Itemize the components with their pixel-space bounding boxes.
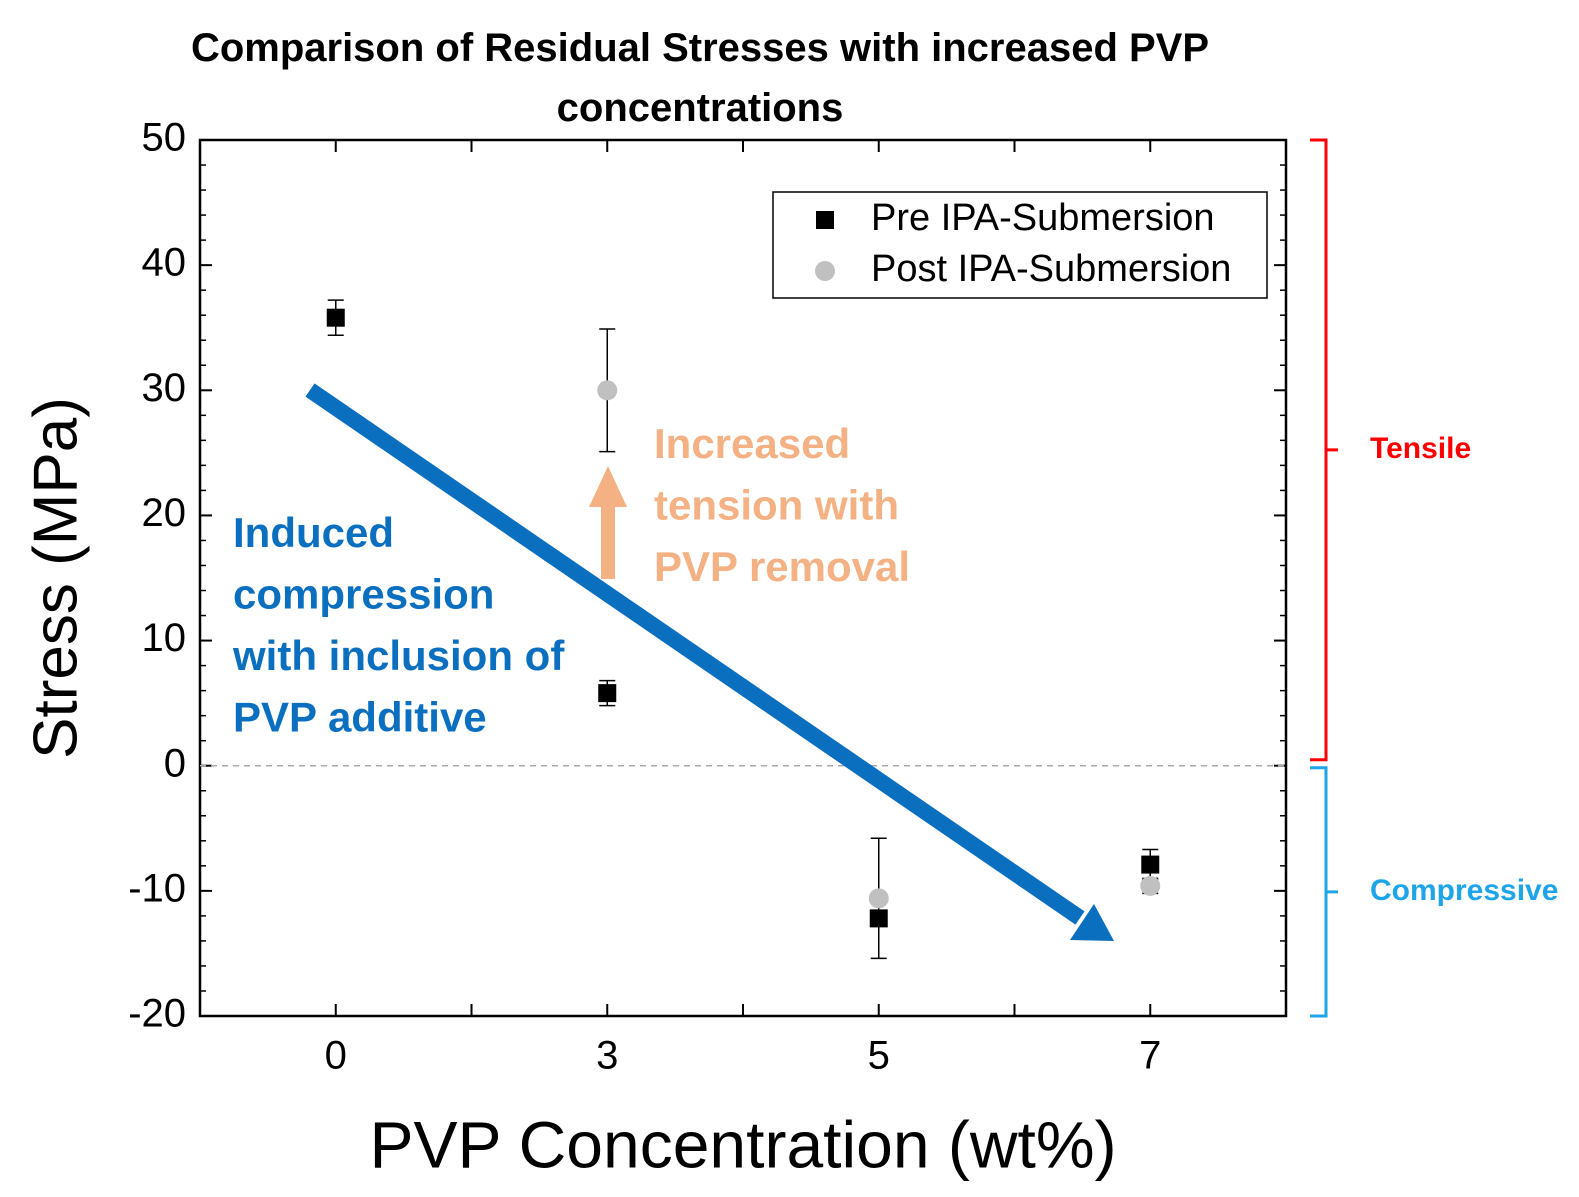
chart-title: Comparison of Residual Stresses with inc… [190,26,1210,130]
annotation-text: PVP removal [654,543,910,590]
legend-label: Post IPA-Submersion [871,248,1231,290]
data-point [1141,855,1160,874]
annotation-text: with inclusion of [232,632,565,679]
annotation-text: Increased [654,420,850,467]
y-tick-label: 20 [142,491,187,535]
annotation-text: tension with [654,482,899,529]
y-axis-label: Stress (MPa) [21,397,90,759]
y-tick-label: 0 [164,741,186,785]
data-point [1140,875,1161,896]
data-point [597,380,618,401]
y-tick-label: 10 [142,616,187,660]
region-label: Compressive [1370,874,1558,907]
legend-label: Pre IPA-Submersion [871,197,1215,239]
x-tick-label: 5 [868,1034,890,1078]
y-tick-label: 30 [142,366,187,410]
annotation-text: Induced [233,509,394,556]
tension-arrow-shaft [601,505,615,579]
trend-arrow-head [1070,904,1114,941]
legend-box [772,191,1268,299]
x-tick-label: 3 [596,1034,618,1078]
x-axis-label: PVP Concentration (wt%) [369,1107,1116,1181]
region-label: Tensile [1370,432,1471,465]
data-point [868,888,889,909]
y-tick-label: -10 [128,866,186,910]
x-tick-label: 0 [325,1034,347,1078]
annotation-text: compression [233,571,494,618]
annotation-text: PVP additive [233,694,487,741]
data-point [326,308,345,327]
trend-arrow-shaft [305,383,1085,925]
y-tick-label: -20 [128,992,186,1036]
region-bracket [1310,138,1338,762]
x-tick-label: 7 [1139,1034,1161,1078]
y-tick-label: 40 [142,241,187,285]
y-tick-label: 50 [142,116,187,160]
legend-marker [816,211,834,229]
legend-marker [815,261,835,281]
region-bracket [1310,766,1338,1018]
tension-arrow-head [589,466,627,507]
data-point [598,684,617,703]
